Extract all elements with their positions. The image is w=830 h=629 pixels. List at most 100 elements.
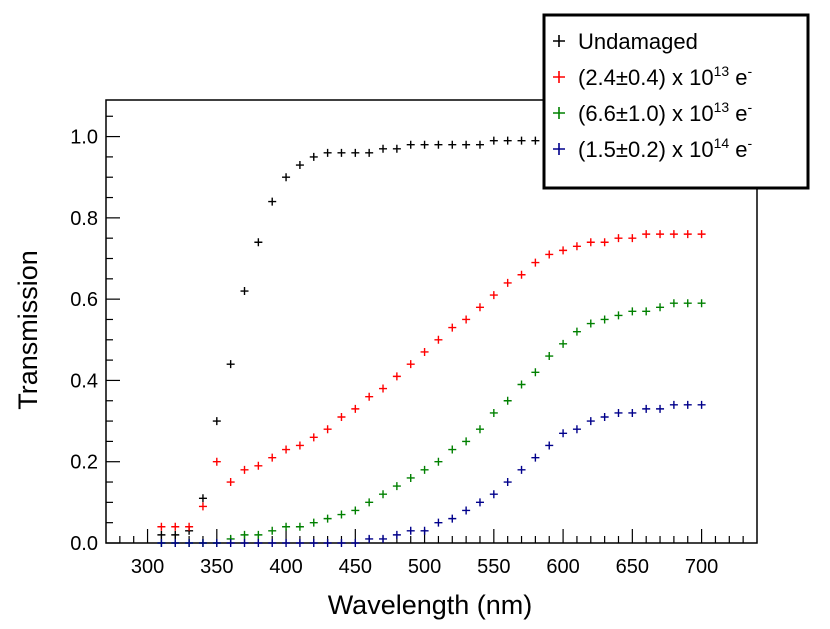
data-point xyxy=(420,526,429,535)
data-point xyxy=(379,490,388,499)
data-point xyxy=(406,526,415,535)
data-point xyxy=(448,323,457,332)
series-2-markers xyxy=(157,230,706,531)
data-point xyxy=(503,396,512,405)
data-point xyxy=(614,311,623,320)
data-point xyxy=(614,234,623,243)
data-point xyxy=(628,234,637,243)
data-point xyxy=(337,539,346,547)
x-tick-label: 700 xyxy=(685,556,718,578)
x-tick-label: 500 xyxy=(408,556,441,578)
x-axis-tick-labels: 300 350 400 450 500 550 600 650 700 xyxy=(131,556,718,578)
data-point xyxy=(628,307,637,316)
data-point xyxy=(600,413,609,422)
data-point xyxy=(351,539,360,547)
data-point xyxy=(517,465,526,474)
data-point xyxy=(171,530,180,539)
data-point xyxy=(503,136,512,145)
data-point xyxy=(475,498,484,507)
data-point xyxy=(531,258,540,267)
data-point xyxy=(212,417,221,426)
data-point xyxy=(240,287,249,296)
data-point xyxy=(351,148,360,157)
data-point xyxy=(448,514,457,523)
data-point xyxy=(475,425,484,434)
data-point xyxy=(198,502,207,511)
data-point xyxy=(171,522,180,531)
data-point xyxy=(309,433,318,442)
data-point xyxy=(628,408,637,417)
data-point xyxy=(489,291,498,300)
legend-entry: Undamaged xyxy=(553,29,698,54)
data-point xyxy=(268,197,277,206)
data-point xyxy=(586,417,595,426)
data-point xyxy=(586,238,595,247)
data-point xyxy=(656,230,665,239)
data-point xyxy=(642,230,651,239)
x-tick-label: 450 xyxy=(339,556,372,578)
data-point xyxy=(240,465,249,474)
data-point xyxy=(282,173,291,182)
data-point xyxy=(351,404,360,413)
data-point xyxy=(323,539,332,547)
data-point xyxy=(268,539,277,547)
data-point xyxy=(531,368,540,377)
data-point xyxy=(365,534,374,543)
x-tick-label: 550 xyxy=(477,556,510,578)
data-point xyxy=(240,530,249,539)
data-point xyxy=(462,506,471,515)
data-point xyxy=(365,392,374,401)
data-point xyxy=(392,482,401,491)
y-tick-label: 1.0 xyxy=(70,127,98,149)
legend-marker xyxy=(553,71,565,83)
y-tick-label: 0.0 xyxy=(70,533,98,555)
data-point xyxy=(517,136,526,145)
data-point xyxy=(392,530,401,539)
data-point xyxy=(697,299,706,308)
data-point xyxy=(683,400,692,409)
data-point xyxy=(683,230,692,239)
data-point xyxy=(198,494,207,503)
data-point xyxy=(198,539,207,547)
y-axis-tick-labels: 0.0 0.2 0.4 0.6 0.8 1.0 xyxy=(70,127,98,555)
data-point xyxy=(365,498,374,507)
data-point xyxy=(351,506,360,515)
legend-marker xyxy=(553,35,565,47)
data-point xyxy=(489,490,498,499)
data-point xyxy=(392,372,401,381)
data-point xyxy=(559,429,568,438)
data-point xyxy=(323,514,332,523)
x-tick-label: 300 xyxy=(131,556,164,578)
data-point xyxy=(212,539,221,547)
data-point xyxy=(295,161,304,170)
data-point xyxy=(572,327,581,336)
series-4-markers xyxy=(157,400,706,547)
x-tick-label: 400 xyxy=(269,556,302,578)
data-point xyxy=(337,148,346,157)
data-point xyxy=(475,303,484,312)
data-point xyxy=(406,473,415,482)
data-point xyxy=(282,445,291,454)
data-point xyxy=(309,518,318,527)
data-point xyxy=(309,152,318,161)
x-axis-title: Wavelength (nm) xyxy=(328,590,533,620)
data-point xyxy=(295,522,304,531)
data-point xyxy=(212,457,221,466)
y-tick-label: 0.8 xyxy=(70,208,98,230)
y-tick-label: 0.4 xyxy=(70,370,98,392)
data-point xyxy=(462,437,471,446)
x-tick-label: 650 xyxy=(616,556,649,578)
plot-frame xyxy=(105,99,758,544)
legend-box xyxy=(542,13,810,190)
data-point xyxy=(379,384,388,393)
data-point xyxy=(365,148,374,157)
data-point xyxy=(462,140,471,149)
data-point xyxy=(323,148,332,157)
data-point xyxy=(572,425,581,434)
data-point xyxy=(656,303,665,312)
data-point xyxy=(282,539,291,547)
data-point xyxy=(503,478,512,487)
data-point xyxy=(254,530,263,539)
x-tick-label: 350 xyxy=(200,556,233,578)
